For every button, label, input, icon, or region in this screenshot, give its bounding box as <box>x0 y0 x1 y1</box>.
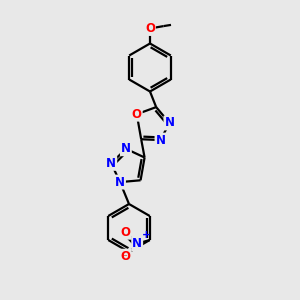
Text: N: N <box>155 134 166 147</box>
Text: N: N <box>115 176 125 189</box>
Text: +: + <box>142 230 151 240</box>
Text: O: O <box>121 250 131 263</box>
Text: N: N <box>132 237 142 250</box>
Text: N: N <box>106 157 116 170</box>
Text: O: O <box>121 226 131 239</box>
Text: N: N <box>121 142 131 155</box>
Text: N: N <box>164 116 174 129</box>
Text: O: O <box>145 22 155 35</box>
Text: ⁻: ⁻ <box>120 252 127 265</box>
Text: O: O <box>132 108 142 121</box>
